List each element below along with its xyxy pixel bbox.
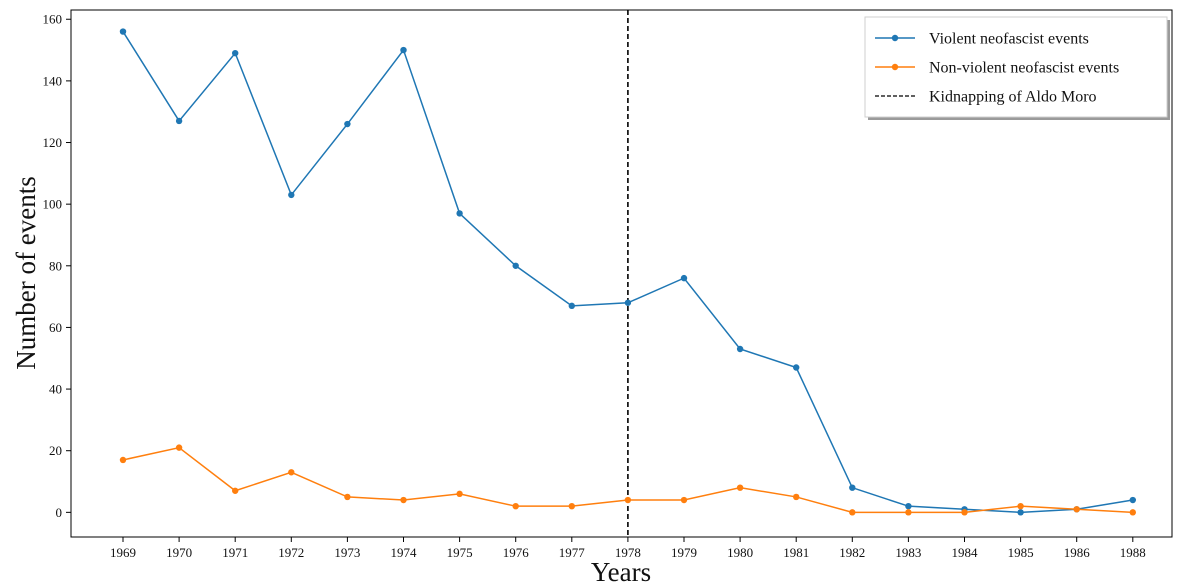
plot-frame [70, 9, 1173, 538]
data-point [849, 509, 856, 516]
data-point [624, 496, 632, 504]
x-tick-label: 1985 [1008, 545, 1034, 560]
data-point [793, 364, 800, 371]
x-tick-label: 1969 [110, 545, 136, 560]
legend-label: Kidnapping of Aldo Moro [929, 89, 1097, 106]
data-point [400, 496, 407, 504]
legend-marker [891, 63, 899, 71]
data-point [175, 117, 183, 125]
data-point [736, 484, 744, 491]
x-tick-label: 1983 [895, 545, 921, 560]
data-point [680, 496, 688, 504]
data-point [232, 49, 239, 57]
data-point [680, 274, 688, 282]
data-point [736, 345, 744, 353]
data-point [961, 509, 968, 516]
data-point [1017, 502, 1024, 510]
y-tick-label: 160 [43, 12, 63, 27]
y-axis-title: Number of events [11, 176, 41, 369]
y-tick-label: 40 [49, 382, 62, 397]
legend-label: Non-violent neofascist events [929, 60, 1119, 77]
y-tick-label: 100 [43, 197, 63, 212]
y-tick-label: 60 [49, 320, 62, 335]
x-tick-label: 1979 [671, 545, 697, 560]
y-tick-label: 80 [49, 258, 62, 273]
data-point [344, 120, 351, 128]
data-point [456, 210, 463, 217]
x-tick-label: 1970 [166, 545, 192, 560]
x-tick-label: 1972 [278, 545, 304, 560]
data-point [1073, 506, 1080, 513]
data-point [905, 502, 912, 510]
data-point [288, 191, 295, 199]
y-tick-label: 20 [49, 443, 62, 458]
x-tick-label: 1981 [783, 545, 809, 560]
x-tick-label: 1982 [839, 545, 865, 560]
series-group [119, 28, 1137, 516]
x-tick-label: 1984 [952, 545, 979, 560]
data-point [624, 299, 632, 306]
legend: Violent neofascist events Non-violent neo… [864, 16, 1170, 120]
x-axis-title: Years [591, 557, 651, 584]
data-point [1129, 509, 1137, 516]
data-point [344, 493, 351, 501]
x-axis: 1969 1970 1971 1972 1973 1974 1975 1976 1977 1978… [110, 537, 1146, 560]
series-non-violent [119, 444, 1137, 516]
x-tick-label: 1974 [391, 545, 418, 560]
y-tick-label: 0 [56, 505, 63, 520]
data-point [512, 502, 519, 510]
x-tick-label: 1980 [727, 545, 753, 560]
x-tick-label: 1988 [1120, 545, 1146, 560]
data-point [568, 502, 575, 510]
data-point [175, 444, 183, 451]
data-point [1017, 509, 1024, 516]
y-axis: 0 20 40 60 80 100 120 140 160 [43, 12, 71, 520]
data-point [232, 487, 239, 494]
legend-label: Violent neofascist events [929, 31, 1089, 48]
data-point [905, 509, 912, 516]
x-tick-label: 1975 [447, 545, 473, 560]
data-point [288, 469, 295, 476]
x-tick-label: 1973 [334, 545, 360, 560]
data-point [793, 493, 800, 501]
y-tick-label: 140 [43, 73, 63, 88]
x-tick-label: 1978 [615, 545, 641, 560]
data-point [456, 490, 463, 498]
y-tick-label: 120 [43, 135, 63, 150]
data-point [568, 302, 575, 310]
x-tick-label: 1971 [222, 545, 248, 560]
x-tick-label: 1986 [1064, 545, 1091, 560]
data-point [1129, 496, 1137, 504]
data-point [119, 28, 127, 35]
x-tick-label: 1977 [559, 545, 586, 560]
data-point [512, 262, 519, 269]
legend-marker [891, 34, 899, 42]
data-point [849, 484, 856, 491]
data-point [400, 46, 407, 54]
legend-box [864, 16, 1168, 118]
data-point [119, 456, 127, 464]
x-tick-label: 1976 [503, 545, 530, 560]
